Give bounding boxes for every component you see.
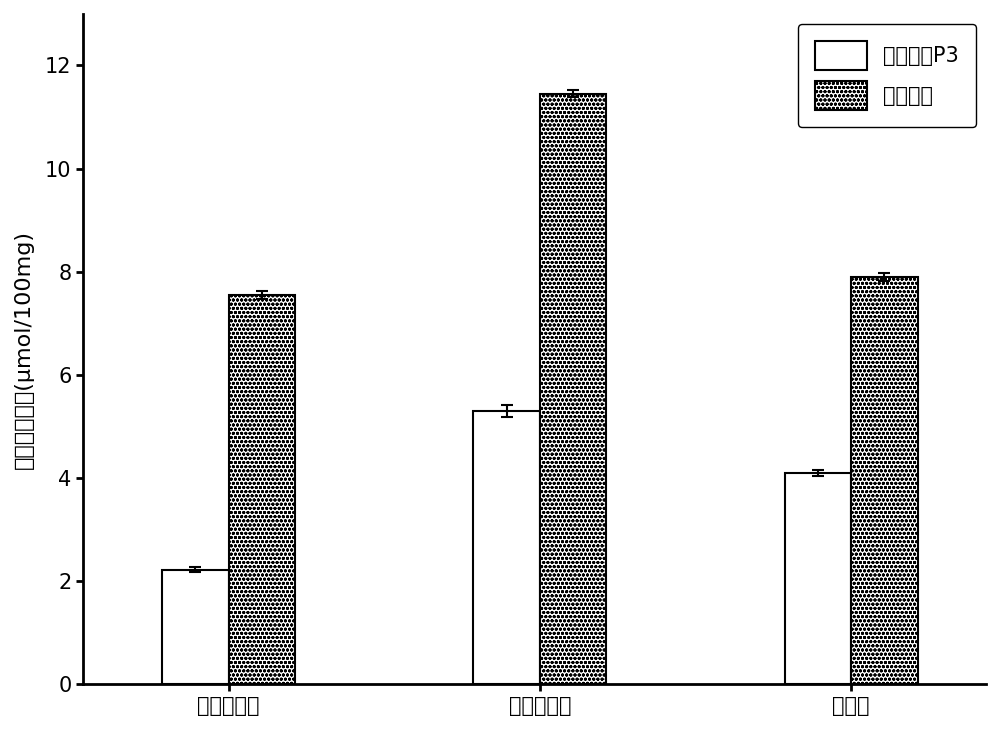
Bar — [851, 277, 918, 684]
Bar — [785, 473, 851, 684]
Bar — [162, 570, 229, 684]
Bar — [229, 295, 295, 684]
Legend: 纯化多糖P3, 考来烯胺: 纯化多糖P3, 考来烯胺 — [798, 24, 976, 127]
Bar — [473, 411, 540, 684]
Y-axis label: 胆酸盐结合量(μmol/100mg): 胆酸盐结合量(μmol/100mg) — [14, 230, 34, 469]
Bar — [540, 94, 606, 684]
